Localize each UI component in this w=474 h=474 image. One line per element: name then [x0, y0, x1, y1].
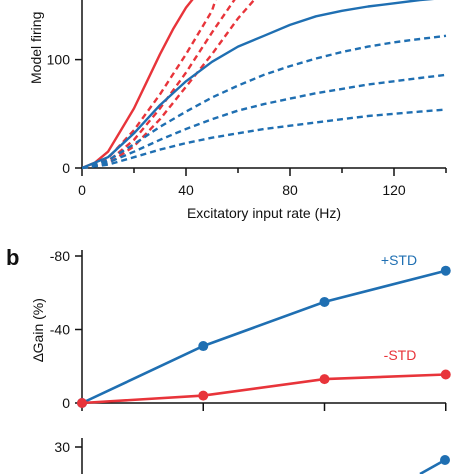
data-point-std_minus [440, 369, 451, 380]
series-line-std_minus-dashed [82, 0, 236, 170]
x-tick-label: 0 [78, 182, 86, 198]
y-tick-label: 100 [47, 52, 71, 68]
series-line-std_plus-solid [82, 0, 435, 170]
panel-b-gain-chart: b 0 -40 -80 ∆Gain (%) +STD -STD [6, 245, 451, 411]
data-point-std_minus [77, 398, 87, 408]
x-tick-label: 120 [382, 182, 406, 198]
series-line-std_plus [81, 269, 447, 405]
panel-a-firing-rate-chart: 0 40 80 120 0 100 Excitatory input rate (Hz) Mo… [28, 0, 447, 221]
series-line-std-plus [419, 458, 446, 474]
y-axis-label: Model firing [28, 12, 44, 84]
x-tick-label: 40 [178, 182, 194, 198]
data-point-std_plus [198, 341, 209, 352]
series-line-std_plus-dashed [82, 34, 447, 170]
series-line-std_minus-solid [82, 0, 194, 170]
y-tick-label: 30 [54, 439, 70, 455]
y-tick-label: -80 [50, 248, 70, 264]
series-label-plus-std: +STD [381, 252, 417, 268]
data-point-std_minus [319, 374, 330, 385]
series-line-std_minus [81, 373, 446, 405]
y-tick-label: 0 [62, 160, 70, 176]
panel-letter: b [6, 245, 19, 270]
series-line-std_plus-dashed [82, 108, 447, 170]
data-point-std_minus [198, 390, 209, 401]
x-axis-label: Excitatory input rate (Hz) [187, 205, 341, 221]
y-tick-label: -40 [50, 322, 70, 338]
panel-c-partial-chart: 30 [54, 438, 450, 474]
y-tick-label: 0 [62, 395, 70, 411]
x-tick-label: 80 [282, 182, 298, 198]
series-line-std_minus-dashed [82, 0, 256, 170]
y-axis-label: ∆Gain (%) [30, 298, 46, 362]
data-point-std_plus [319, 296, 330, 307]
series-line-std_plus-dashed [82, 73, 447, 170]
series-label-minus-std: -STD [384, 347, 417, 363]
data-point-std_plus [440, 265, 451, 276]
series-line-std_minus-dashed [82, 0, 217, 170]
